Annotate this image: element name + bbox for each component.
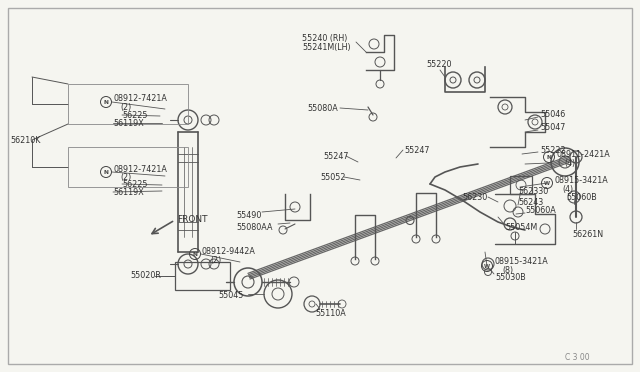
Text: 55054M: 55054M [505,222,537,231]
Text: 55030B: 55030B [495,273,525,282]
Text: (4): (4) [564,158,575,167]
Text: N: N [104,99,108,105]
Text: 55045: 55045 [218,292,243,301]
Text: (2): (2) [210,256,221,264]
Text: 08915-3421A: 08915-3421A [555,176,609,185]
Text: C 3 00: C 3 00 [565,353,589,362]
Text: 55060B: 55060B [566,192,596,202]
Text: N: N [547,154,552,160]
Text: 08915-3421A: 08915-3421A [495,257,548,266]
Text: 55110A: 55110A [315,308,346,317]
Text: 55247: 55247 [404,145,429,154]
Text: 55241M(LH): 55241M(LH) [302,42,351,51]
Text: FRONT: FRONT [177,215,207,224]
Text: 56210K: 56210K [10,135,40,144]
Text: 55490: 55490 [236,211,261,219]
Text: 08912-7421A: 08912-7421A [113,93,167,103]
Text: 55240 (RH): 55240 (RH) [302,33,348,42]
Bar [510,176,532,194]
Text: W: W [544,180,550,186]
Text: 55220: 55220 [426,60,451,68]
Bar [175,262,230,290]
Text: W: W [484,263,490,269]
Text: 56225: 56225 [122,180,147,189]
Text: 08912-9442A: 08912-9442A [202,247,256,256]
Text: 55047: 55047 [540,122,565,131]
Text: 55247: 55247 [323,151,349,160]
Text: 56119X: 56119X [113,119,144,128]
Text: 55080A: 55080A [307,103,338,112]
Text: 56225: 56225 [122,110,147,119]
Text: 08911-2421A: 08911-2421A [557,150,611,158]
Text: 562330: 562330 [518,186,548,196]
Text: 56119X: 56119X [113,187,144,196]
Text: 56243: 56243 [518,198,543,206]
Text: (8): (8) [502,266,513,275]
Text: 56230: 56230 [462,192,487,202]
Text: (2): (2) [120,173,131,182]
Bar [68,84,188,124]
Text: 56261N: 56261N [572,230,603,238]
Text: 55080AA: 55080AA [236,222,273,231]
Text: 55052: 55052 [320,173,346,182]
Text: N: N [193,251,197,257]
Text: 55060A: 55060A [525,205,556,215]
Text: 55222: 55222 [540,145,566,154]
Text: N: N [104,170,108,174]
Text: 55020R: 55020R [130,272,161,280]
Bar [68,147,188,187]
Text: (2): (2) [120,103,131,112]
Text: (4): (4) [562,185,573,193]
Text: 55046: 55046 [540,109,565,119]
Text: 08912-7421A: 08912-7421A [113,164,167,173]
